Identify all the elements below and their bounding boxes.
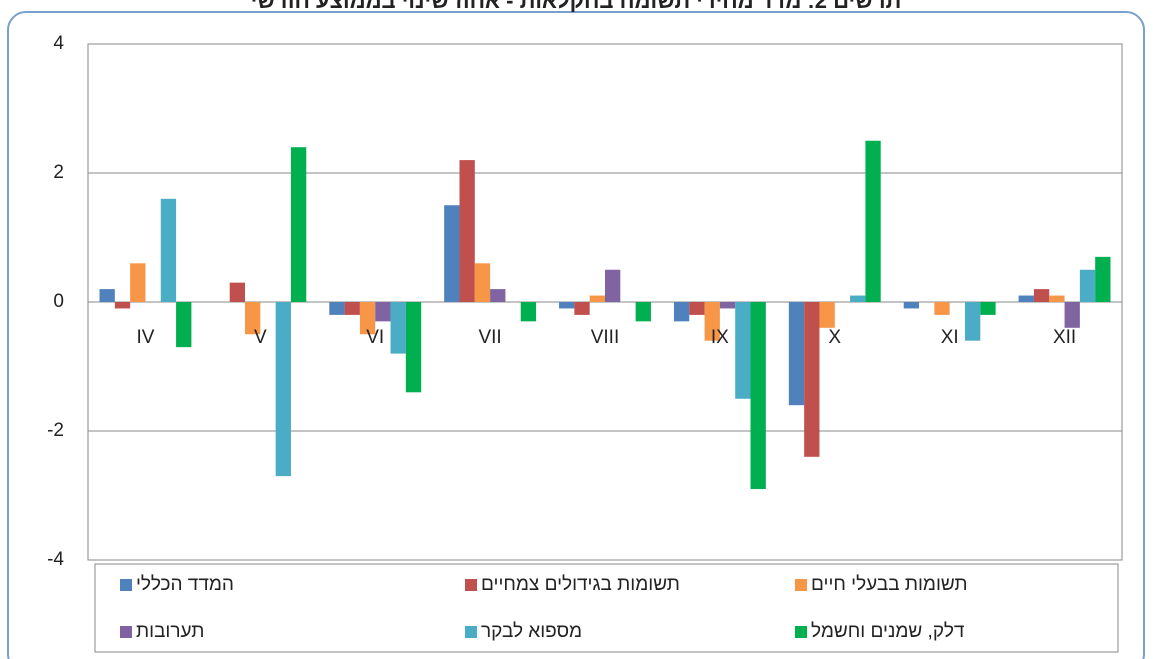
legend-swatch xyxy=(795,626,807,638)
bar xyxy=(459,160,475,302)
y-tick-label: 0 xyxy=(53,291,64,312)
bar xyxy=(819,302,835,328)
legend-swatch xyxy=(465,626,477,638)
bar xyxy=(390,302,406,354)
bar xyxy=(275,302,291,477)
bar xyxy=(229,282,246,302)
bar xyxy=(329,302,345,315)
bar xyxy=(176,302,192,348)
bar xyxy=(520,302,537,322)
bar xyxy=(99,289,115,302)
bar xyxy=(375,302,391,322)
bar xyxy=(574,302,590,315)
chart-title: תרשים 2: מדד מחירי תשומה בחקלאות - אחוז … xyxy=(251,0,902,13)
bar xyxy=(1095,256,1111,302)
bar xyxy=(160,198,177,302)
legend-swatch xyxy=(120,579,132,591)
bar xyxy=(704,302,720,341)
bar xyxy=(719,302,736,309)
x-tick-label: IX xyxy=(711,327,729,348)
bar xyxy=(964,302,981,341)
bar xyxy=(1033,289,1050,302)
bar xyxy=(804,302,820,457)
bar xyxy=(903,302,920,309)
bar xyxy=(245,302,261,335)
x-tick-label: VI xyxy=(366,327,384,348)
bar xyxy=(344,302,360,315)
legend-label: תשומות בבעלי חיים xyxy=(811,574,968,595)
y-tick-label: 4 xyxy=(53,33,64,54)
y-tick-label: -4 xyxy=(47,549,64,570)
bar xyxy=(1064,302,1080,328)
x-tick-label: X xyxy=(828,327,841,348)
x-tick-label: XII xyxy=(1053,327,1076,348)
bar xyxy=(405,302,422,393)
bar xyxy=(1018,295,1034,302)
legend-box xyxy=(94,563,1119,653)
bar xyxy=(290,147,307,302)
bar xyxy=(130,263,146,302)
x-tick-label: XI xyxy=(941,327,959,348)
legend-swatch xyxy=(120,626,132,638)
legend-swatch xyxy=(795,579,807,591)
legend-swatch xyxy=(465,579,477,591)
legend-label: תערובות xyxy=(136,621,204,642)
bar xyxy=(605,269,621,302)
bar xyxy=(673,302,690,322)
bar xyxy=(1079,269,1096,302)
legend-label: דלק, שמנים וחשמל xyxy=(811,621,965,642)
bar xyxy=(114,302,131,309)
legend-label: תשומות בגידולים צמחיים xyxy=(481,574,680,595)
y-tick-label: -2 xyxy=(47,420,64,441)
bar xyxy=(474,263,491,302)
bar xyxy=(934,302,950,315)
y-tick-label: 2 xyxy=(53,162,64,183)
x-tick-label: IV xyxy=(136,327,154,348)
bar xyxy=(735,302,751,399)
x-tick-label: V xyxy=(254,327,267,348)
bar xyxy=(980,302,996,315)
x-tick-label: VII xyxy=(478,327,501,348)
bar xyxy=(850,295,866,302)
bar xyxy=(865,140,881,302)
bar xyxy=(788,302,805,406)
bar xyxy=(359,302,376,335)
bar xyxy=(1049,295,1065,302)
bar xyxy=(490,289,506,302)
bar xyxy=(559,302,575,309)
bar xyxy=(689,302,705,315)
legend-label: המדד הכללי xyxy=(136,574,234,595)
legend-label: מספוא לבקר xyxy=(481,621,582,642)
bar xyxy=(635,302,651,322)
bar xyxy=(444,205,460,302)
bar xyxy=(589,295,605,302)
bar xyxy=(750,302,766,490)
x-tick-label: VIII xyxy=(591,327,620,348)
